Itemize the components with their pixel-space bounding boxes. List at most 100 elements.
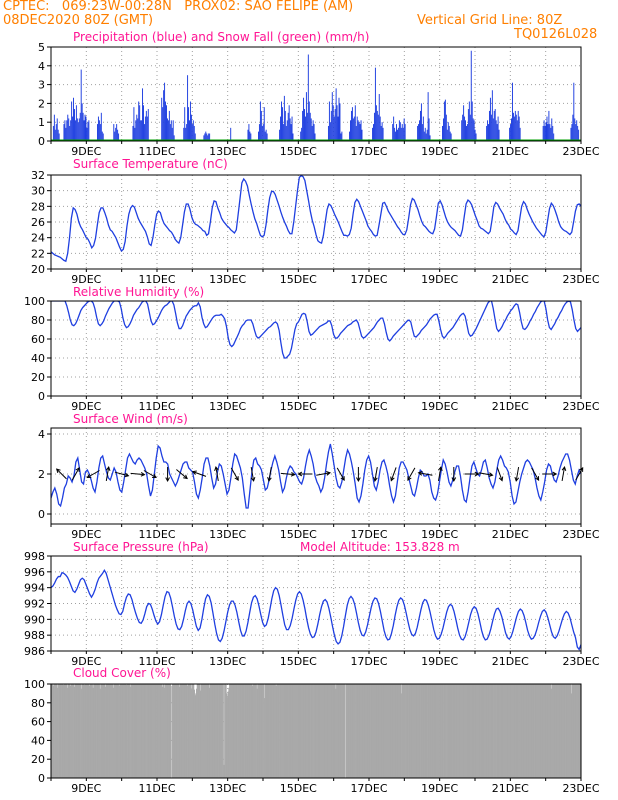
- wind-arrow-head: [124, 472, 130, 478]
- cloud-bar: [566, 684, 569, 778]
- cloud-bar: [321, 684, 323, 778]
- cloud-bar: [154, 684, 156, 778]
- cloud-bar: [112, 684, 114, 778]
- precip-bar: [516, 120, 518, 141]
- cloud-bar: [280, 684, 282, 778]
- cloud-bar: [157, 684, 159, 778]
- cloud-bar: [198, 684, 200, 778]
- cloud-bar: [151, 684, 153, 778]
- cloud-bar: [67, 687, 69, 778]
- cloud-bar: [514, 684, 516, 778]
- precip-bar: [135, 120, 137, 141]
- cloud-bar: [105, 686, 107, 778]
- cloud-bar: [179, 684, 181, 778]
- precip-bar: [310, 118, 312, 141]
- cloud-bar: [571, 684, 573, 778]
- wind-arrow: [316, 472, 331, 476]
- cloud-bar: [267, 684, 269, 778]
- wind-arrow-head: [183, 474, 188, 480]
- cloud-bar: [408, 684, 410, 778]
- cloud-bar: [497, 684, 499, 778]
- cloud-bar: [127, 684, 129, 778]
- precip-bar: [360, 120, 362, 141]
- precip-bar: [398, 120, 400, 141]
- cloud-bar: [255, 684, 257, 778]
- cloud-bar: [453, 684, 455, 778]
- cloud-bar: [135, 684, 137, 778]
- precip-bar: [169, 124, 171, 141]
- cloud-bar: [547, 684, 549, 778]
- panel-annotation: Model Altitude: 153.828 m: [300, 540, 460, 554]
- cloud-bar: [362, 684, 364, 778]
- cloud-bar: [571, 693, 573, 778]
- cloud-bar: [313, 684, 315, 778]
- cloud-bar: [147, 684, 149, 778]
- precip-bar: [396, 124, 397, 141]
- cloud-bar: [71, 684, 73, 778]
- x-tick-label: 13DEC: [209, 273, 246, 286]
- precip-bar: [358, 122, 360, 141]
- y-tick-label: 32: [31, 169, 45, 182]
- y-tick-label: 22: [31, 247, 45, 260]
- cloud-bar: [136, 684, 138, 778]
- precip-bar: [492, 118, 494, 141]
- cloud-bar: [252, 685, 254, 778]
- precip-bar: [443, 101, 445, 141]
- cloud-bar: [129, 684, 131, 778]
- cloud-bar: [204, 684, 206, 778]
- precip-bar: [328, 101, 330, 141]
- precip-bar: [117, 129, 119, 141]
- cloud-bar: [166, 684, 168, 778]
- cloud-bar: [383, 684, 386, 778]
- cloud-bar: [210, 684, 212, 778]
- precip-bar: [546, 116, 548, 141]
- cloud-bar: [481, 684, 483, 778]
- cloud-bar: [115, 684, 117, 778]
- cloud-bar: [318, 684, 320, 778]
- cloud-bar: [539, 684, 541, 778]
- cloud-bar: [93, 684, 95, 778]
- cloud-bar: [286, 684, 288, 778]
- cloud-bar: [224, 684, 226, 778]
- cloud-bar: [259, 684, 261, 778]
- precip-bar: [78, 118, 80, 141]
- wind-arrow-head: [561, 466, 567, 472]
- cloud-bar: [500, 684, 502, 778]
- x-tick-label: 11DEC: [138, 528, 175, 541]
- precip-bar: [308, 101, 310, 141]
- cloud-bar: [395, 684, 397, 778]
- cloud-bar: [276, 684, 278, 778]
- cloud-bar: [257, 684, 260, 778]
- cloud-bar: [507, 684, 509, 778]
- cloud-bar: [70, 685, 72, 778]
- precip-bar: [265, 129, 267, 141]
- cloud-bar: [556, 684, 558, 778]
- cloud-bar: [440, 684, 442, 778]
- y-tick-label: 994: [24, 582, 45, 595]
- cloud-bar: [206, 684, 208, 778]
- cloud-bar: [65, 684, 67, 778]
- wind-arrow-head: [140, 471, 146, 477]
- cloud-bar: [134, 684, 136, 778]
- cloud-bar: [515, 684, 517, 778]
- cloud-bar: [542, 684, 545, 778]
- cloud-bar: [514, 684, 516, 778]
- cloud-bar: [70, 684, 72, 778]
- cloud-bar: [555, 684, 557, 778]
- x-tick-label: 15DEC: [280, 655, 317, 668]
- cloud-bar: [178, 684, 180, 778]
- cloud-bar: [409, 684, 412, 778]
- precip-bar: [392, 124, 394, 141]
- cloud-bar: [427, 684, 429, 778]
- precip-bar: [419, 110, 421, 141]
- cloud-bar: [247, 684, 249, 778]
- cloud-bar: [575, 684, 577, 778]
- precip-bar: [137, 118, 139, 141]
- cloud-bar: [357, 684, 359, 778]
- precip-bar: [281, 101, 282, 141]
- wind-arrow: [105, 467, 110, 481]
- panel-title: Cloud Cover (%): [73, 666, 171, 680]
- cloud-bar: [241, 684, 243, 778]
- cloud-bar: [121, 684, 123, 778]
- precip-bar: [84, 114, 86, 141]
